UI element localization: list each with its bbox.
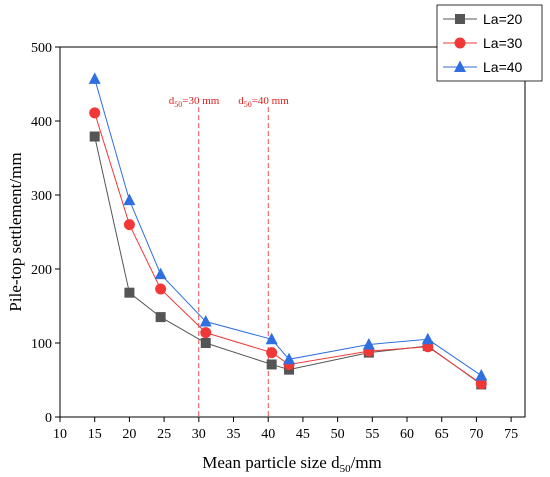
data-point (155, 312, 166, 323)
data-point (200, 327, 212, 339)
data-point (266, 347, 278, 359)
series-line (94, 78, 482, 376)
legend-item: La=40 (443, 59, 523, 75)
legend: La=20 La=30 La=40 (436, 4, 543, 82)
data-point (283, 352, 296, 365)
x-tick-label: 15 (88, 427, 102, 442)
data-point (200, 338, 211, 348)
x-tick-label: 20 (122, 427, 136, 442)
data-point (265, 332, 278, 345)
legend-label: La=20 (483, 11, 523, 27)
x-tick-label: 75 (504, 427, 518, 442)
x-tick-label: 40 (261, 427, 275, 442)
data-point (154, 267, 167, 280)
data-point (89, 107, 101, 119)
data-series (88, 72, 488, 390)
x-tick-label: 70 (469, 427, 483, 442)
data-point (475, 378, 487, 390)
data-point (89, 131, 100, 142)
reference-label: d50=40 mm (238, 95, 289, 109)
y-tick-label: 0 (45, 411, 52, 426)
data-point (123, 219, 135, 231)
data-point (124, 287, 135, 298)
data-point (199, 315, 212, 327)
x-tick-label: 50 (331, 427, 345, 442)
data-point (362, 337, 375, 350)
x-tick-label: 60 (400, 427, 414, 442)
y-tick-label: 200 (31, 263, 52, 278)
x-axis-ticks: 10 15 20 25 30 35 40 45 50 55 60 65 70 75 0 100 200 300 40… (31, 41, 518, 442)
x-tick-label: 25 (157, 427, 171, 442)
y-tick-label: 400 (31, 115, 52, 130)
x-tick-label: 55 (365, 427, 379, 442)
reference-label: d50=30 mm (169, 95, 220, 109)
data-point (475, 369, 488, 381)
y-axis-title: Pile-top settlement/mm (6, 152, 25, 311)
x-tick-label: 35 (227, 427, 241, 442)
x-tick-label: 45 (296, 427, 310, 442)
data-point (266, 359, 277, 370)
y-tick-label: 500 (31, 41, 52, 56)
series-La=30 (89, 107, 487, 390)
legend-marker (454, 37, 466, 49)
data-point (155, 283, 167, 295)
legend-marker (455, 14, 465, 24)
x-axis-title: Mean particle size d50/mm (202, 453, 382, 475)
legend-label: La=30 (483, 35, 523, 51)
x-tick-label: 65 (435, 427, 449, 442)
y-tick-label: 100 (31, 337, 52, 352)
data-point (88, 72, 101, 84)
x-tick-label: 30 (192, 427, 206, 442)
y-tick-label: 300 (31, 189, 52, 204)
data-point (421, 332, 434, 345)
x-tick-label: 10 (53, 427, 67, 442)
legend-item: La=20 (443, 11, 523, 27)
plot-frame (59, 46, 526, 418)
legend-item: La=30 (443, 35, 523, 51)
data-point (123, 193, 136, 206)
legend-label: La=40 (483, 59, 523, 75)
legend-marker (454, 60, 466, 72)
series-La=40 (88, 72, 488, 381)
